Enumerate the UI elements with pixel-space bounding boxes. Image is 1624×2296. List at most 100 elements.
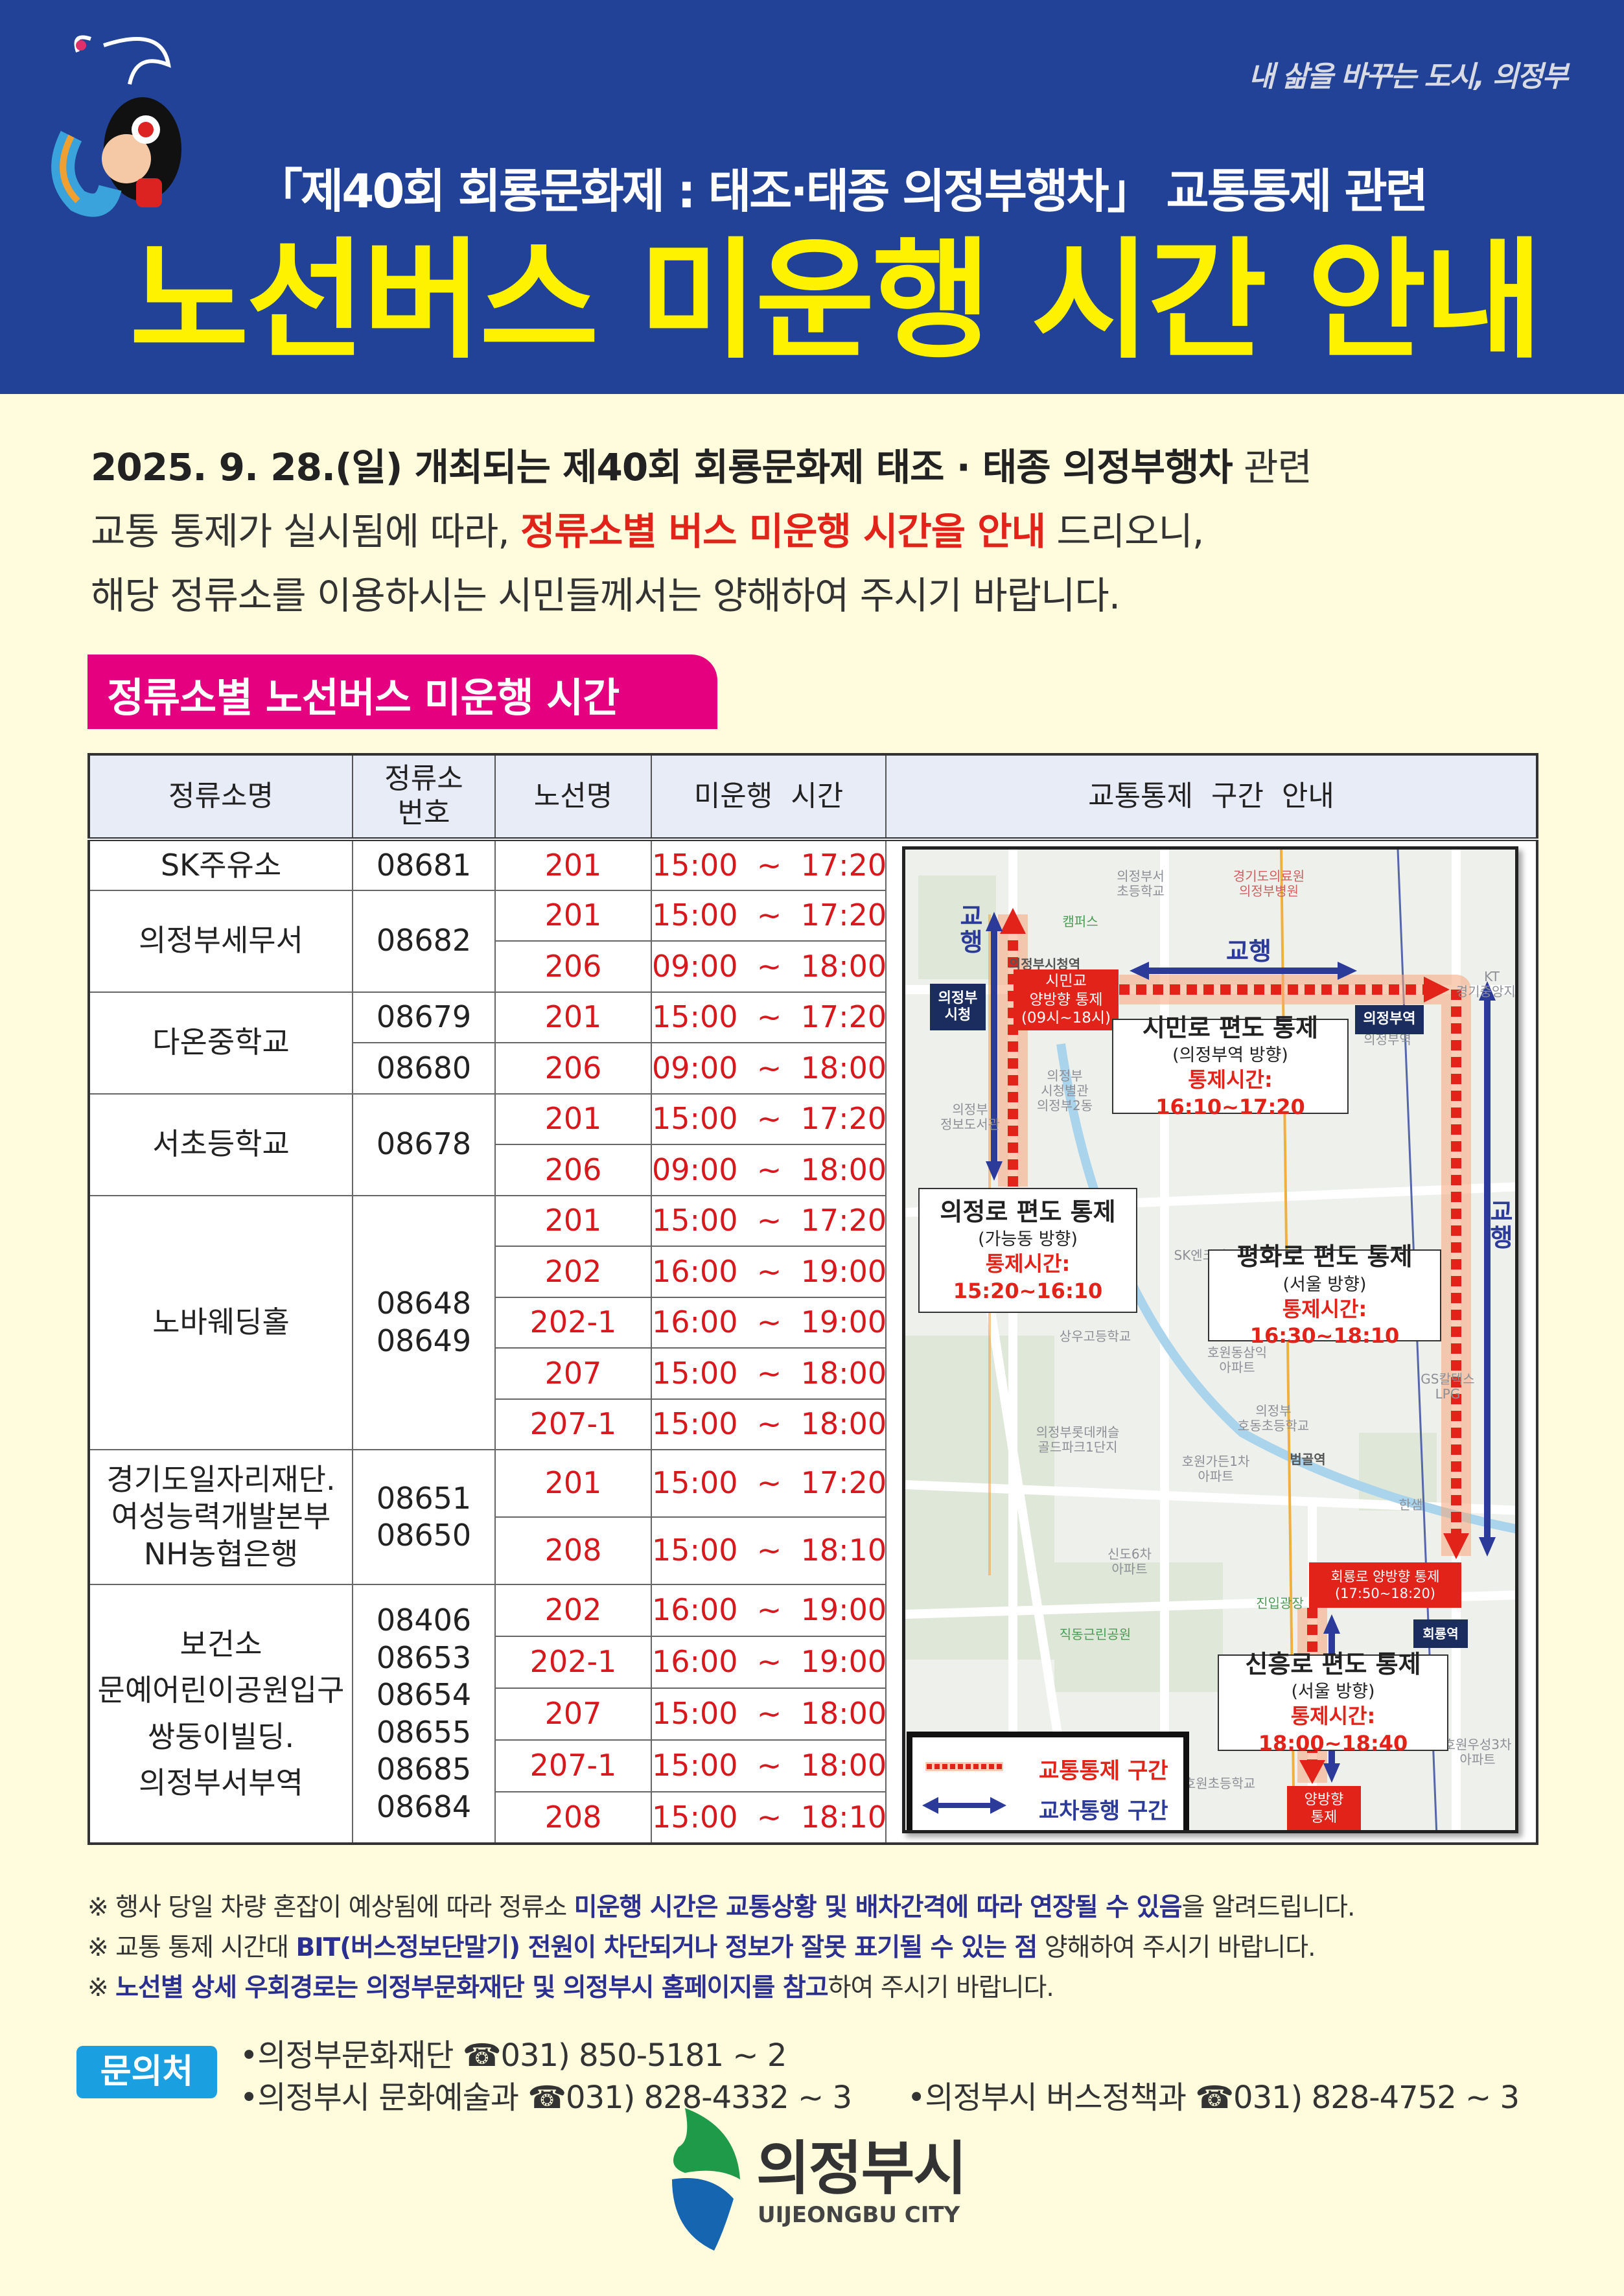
route-cell: 202 — [494, 1246, 652, 1298]
uijeong-ro-box: 의정로 편도 통제 (가능동 방향) 통제시간: 15:20~16:10 — [918, 1188, 1137, 1313]
map-place-label: 의정부롯데캐슬 골드파크1단지 — [1036, 1424, 1120, 1455]
header-banner: 내 삶을 바꾸는 도시, 의정부 「제40회 회룡문화제 : 태조·태종 의정부… — [0, 0, 1624, 394]
route-cell: 207-1 — [494, 1739, 652, 1792]
map-place-label: 의정부역 — [1363, 1032, 1411, 1047]
uijeong-ro-title: 의정로 편도 통제 — [940, 1197, 1116, 1226]
column-header: 정류소 번호 — [352, 754, 496, 841]
simin-ro-title: 시민로 편도 통제 — [1142, 1013, 1319, 1042]
map-place-label: KT 경기중앙지사 — [1456, 969, 1516, 999]
table-row: 207-1 15:00 ~ 18:00 — [89, 1739, 1537, 1792]
route-cell: 208 — [494, 1516, 652, 1585]
map-place-label: 의정부 호동초등학교 — [1237, 1403, 1310, 1433]
hoeryong-ro-label: 회룡로 양방향 통제 — [1330, 1568, 1440, 1584]
map-place-label: 경기도의료원 의정부병원 — [1233, 868, 1305, 899]
no-service-time-cell: 15:00 ~ 17:20 — [651, 991, 887, 1043]
mascot-illustration — [51, 35, 181, 217]
contact-badge: 문의처 — [76, 2046, 217, 2098]
map-place-label: 한샘 — [1398, 1497, 1423, 1513]
table-header-row: 정류소명 정류소 번호 노선명 미운행 시간 교통통제 구간 안내 — [88, 754, 1538, 841]
no-service-time-cell: 15:00 ~ 18:00 — [651, 1398, 887, 1450]
uijeongbu-station-marker: 의정부역 — [1355, 1005, 1424, 1034]
route-cell: 201 — [494, 991, 652, 1043]
pyeonghwa-ro-time: 통제시간: 16:30~18:10 — [1249, 1296, 1400, 1349]
map-place-label: 의정부서 초등학교 — [1117, 868, 1165, 899]
hoeryong-station-marker: 회룡역 — [1413, 1619, 1468, 1648]
two-way-label-right: 교행 — [1490, 1198, 1513, 1252]
map-place-label: 의정부 시청별관 — [1041, 1068, 1089, 1098]
column-header: 미운행 시간 — [651, 754, 887, 841]
pyeonghwa-ro-box: 평화로 편도 통제 (서울 방향) 통제시간: 16:30~18:10 — [1208, 1242, 1441, 1348]
note-text: ※ 교통 통제 시간대 — [87, 1933, 296, 1962]
map-place-label: 직동근린공원 — [1059, 1627, 1131, 1642]
route-cell: 201 — [494, 1093, 652, 1145]
table-row: 207 15:00 ~ 18:00 — [89, 1347, 1537, 1400]
contact-line-2b: •의정부시 버스정책과 ☎031) 828-4752 ~ 3 — [907, 2080, 1520, 2116]
route-cell: 202 — [494, 1584, 652, 1637]
intro-paragraph: 2025. 9. 28.(일) 개최되는 제40회 회룡문화제 태조 · 태종 … — [91, 435, 1555, 628]
table-row: 의정부세무서 08682 201 15:00 ~ 17:20 — [88, 889, 1537, 993]
uijeong-ro-direction: (가능동 방향) — [978, 1229, 1078, 1250]
table-row: 207 15:00 ~ 18:00 — [89, 1687, 1537, 1741]
stop-number-cell: 08680 — [352, 1042, 496, 1095]
hoeryong-ro-time: (17:50~18:20) — [1334, 1586, 1436, 1601]
stop-number-cell: 08651 08650 — [352, 1449, 496, 1585]
sinheung-ro-title: 신흥로 편도 통제 — [1245, 1649, 1421, 1678]
no-service-time-cell: 16:00 ~ 19:00 — [651, 1296, 887, 1349]
both-ways-control: 통제 — [1310, 1809, 1338, 1826]
stop-name-cell: 노바웨딩홀 — [88, 1194, 353, 1450]
section-tab: 정류소별 노선버스 미운행 시간 — [87, 655, 717, 729]
route-cell: 201 — [494, 1449, 652, 1518]
uijeong-ro-time: 15:20~16:10 — [953, 1278, 1103, 1303]
logo-name-korean: 의정부시 — [756, 2135, 967, 2203]
no-service-time-cell: 16:00 ~ 19:00 — [651, 1584, 887, 1637]
city-logo: 의정부시 UIJEONGBU CITY — [659, 2102, 970, 2251]
map-place-label: 호원동삼익 아파트 — [1207, 1345, 1267, 1375]
table-row: 다온중학교 08679 201 15:00 ~ 17:20 — [88, 991, 1537, 1095]
no-service-time-cell: 15:00 ~ 17:20 — [651, 1093, 887, 1145]
route-cell: 206 — [494, 1144, 652, 1196]
no-service-time-cell: 15:00 ~ 18:00 — [651, 1347, 887, 1400]
no-service-time-cell: 16:00 ~ 19:00 — [651, 1246, 887, 1298]
legend-control-label: 교통통제 구간 — [1039, 1758, 1168, 1784]
map-place-label: GS칼텍스 LPG — [1421, 1371, 1475, 1402]
stop-name-cell: 보건소 문예어린이공원입구 쌍둥이빌딩. 의정부서부역 — [88, 1584, 353, 1844]
city-slogan: 내 삶을 바꾸는 도시, 의정부 — [1248, 60, 1568, 93]
table-row: 08680 206 09:00 ~ 18:00 — [89, 1042, 1537, 1095]
column-header: 노선명 — [494, 754, 652, 841]
table-row: 경기도일자리재단. 여성능력개발본부 NH농협은행 08651 08650 201 1… — [88, 1449, 1537, 1585]
table-row: 서초등학교 08678 201 15:00 ~ 17:20 — [88, 1093, 1537, 1196]
stop-number-cell: 08406 08653 08654 08655 08685 08684 — [352, 1584, 496, 1844]
no-service-time-cell: 16:00 ~ 19:00 — [651, 1636, 887, 1689]
map-place-label: 신도6차 아파트 — [1108, 1546, 1152, 1577]
map-legend: 교통통제 구간 교차통행 구간 — [907, 1732, 1189, 1830]
table-row: 207-1 15:00 ~ 18:00 — [89, 1398, 1537, 1450]
stop-name-cell: 서초등학교 — [88, 1093, 353, 1196]
intro-line1-rest: 관련 — [1232, 445, 1312, 489]
logo-name-english: UIJEONGBU CITY — [758, 2202, 960, 2228]
stop-number-cell: 08679 — [352, 991, 496, 1043]
intro-line2-emphasis: 정류소별 버스 미운행 시간을 안내 — [520, 509, 1046, 553]
route-cell: 207 — [494, 1347, 652, 1400]
legend-symbols — [922, 1762, 1006, 1814]
map-place-label: 의정부 정보도서관 — [940, 1102, 1000, 1132]
table-row: 202 16:00 ~ 19:00 — [89, 1246, 1537, 1298]
page-title: 노선버스 미운행 시간 안내 — [130, 226, 1543, 377]
hoeryong-ro-control-box: 회룡로 양방향 통제 (17:50~18:20) — [1309, 1562, 1461, 1608]
two-way-label-top: 교행 — [1226, 937, 1271, 966]
note-text: 양해하여 주시기 바랍니다. — [1037, 1933, 1316, 1962]
simingyo-control-box: 시민교 양방향 통제 (09시~18시) — [1014, 969, 1119, 1030]
stop-name-cell: 의정부세무서 — [88, 889, 353, 993]
no-service-time-cell: 15:00 ~ 18:00 — [651, 1739, 887, 1792]
route-cell: 201 — [494, 1194, 652, 1247]
both-ways-label: 양방향 — [1304, 1791, 1344, 1808]
map-place-label: 호원우성3차 아파트 — [1443, 1737, 1512, 1767]
map-place-label: 호원가든1차 아파트 — [1181, 1454, 1250, 1484]
sinheung-ro-time: 통제시간: 18:00~18:40 — [1258, 1704, 1408, 1756]
map-place-label: 의정부2동 — [1036, 1098, 1093, 1113]
route-cell: 202-1 — [494, 1296, 652, 1349]
simin-ro-time: 통제시간: 16:10~17:20 — [1155, 1067, 1305, 1119]
table-row: 202-1 16:00 ~ 19:00 — [89, 1636, 1537, 1689]
map-place-label: 상우고등학교 — [1059, 1328, 1131, 1344]
stop-number-cell: 08678 — [352, 1093, 496, 1196]
subtitle: 「제40회 회룡문화제 : 태조·태종 의정부행차」 교통통제 관련 — [256, 164, 1428, 218]
